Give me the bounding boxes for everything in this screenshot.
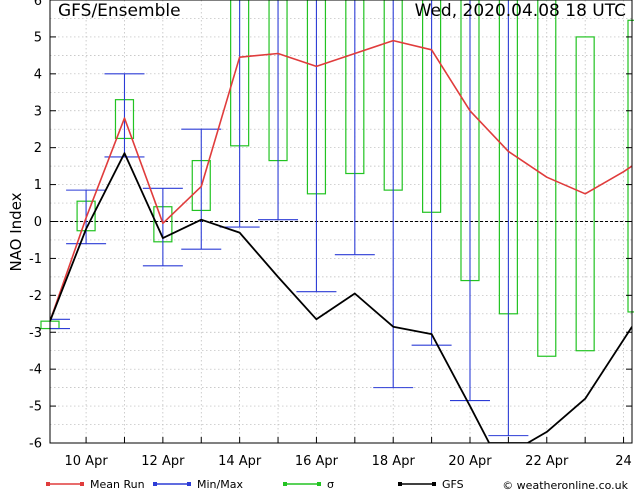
sigma-boxes bbox=[40, 0, 634, 357]
legend-label: GFS bbox=[442, 478, 464, 490]
x-tick-label: 10 Apr bbox=[65, 454, 109, 469]
legend-marker bbox=[432, 482, 436, 486]
y-tick-label: -6 bbox=[29, 437, 42, 452]
series-lines bbox=[50, 39, 632, 443]
legend-marker bbox=[317, 482, 321, 486]
series-line-gfs bbox=[50, 152, 632, 443]
legend-marker bbox=[80, 482, 84, 486]
series-line-mean-run bbox=[50, 39, 632, 322]
y-tick-label: 1 bbox=[34, 178, 42, 193]
legend-marker bbox=[153, 482, 157, 486]
y-tick-label: 2 bbox=[34, 141, 42, 156]
legend-label: σ bbox=[327, 478, 334, 490]
legend-marker bbox=[46, 482, 50, 486]
x-tick-label: 18 Apr bbox=[372, 454, 416, 469]
y-tick-label: -3 bbox=[29, 326, 42, 341]
x-tick-label: 14 Apr bbox=[218, 454, 262, 469]
x-tick-label: 22 Apr bbox=[525, 454, 569, 469]
legend-label: Mean Run bbox=[90, 478, 145, 490]
minmax-bars bbox=[50, 0, 529, 437]
legend-marker bbox=[398, 482, 402, 486]
y-axis-label: NAO Index bbox=[7, 192, 25, 271]
y-tick-label: -4 bbox=[29, 363, 42, 378]
x-tick-label: 24 bbox=[615, 454, 632, 469]
y-tick-label: 5 bbox=[34, 30, 42, 45]
run-timestamp: Wed, 2020.04.08 18 UTC bbox=[415, 1, 626, 21]
y-tick-label: 3 bbox=[34, 104, 42, 119]
x-tick-label: 12 Apr bbox=[141, 454, 185, 469]
y-tick-label: 4 bbox=[34, 67, 42, 82]
legend-label: Min/Max bbox=[197, 478, 243, 490]
y-tick-label: -5 bbox=[29, 400, 42, 415]
y-tick-label: -2 bbox=[29, 289, 42, 304]
y-tick-label: 6 bbox=[34, 0, 42, 9]
legend: Mean Run Min/Max σ GFS bbox=[46, 478, 464, 490]
legend-marker bbox=[283, 482, 287, 486]
y-tick-label: 0 bbox=[34, 215, 42, 230]
x-tick-label: 16 Apr bbox=[295, 454, 339, 469]
sigma-box bbox=[537, 0, 557, 357]
chart-title: GFS/Ensemble bbox=[58, 1, 181, 21]
axis-ticks: -6 -5 -4 -3 -2 -1 0 1 2 3 4 5 6 10 Apr 12 Apr 14 Apr 16 … bbox=[29, 0, 632, 469]
x-tick-label: 20 Apr bbox=[448, 454, 492, 469]
credit-text: © weatheronline.co.uk bbox=[502, 479, 628, 490]
y-tick-label: -1 bbox=[29, 252, 42, 267]
legend-marker bbox=[187, 482, 191, 486]
sigma-box bbox=[575, 36, 595, 352]
